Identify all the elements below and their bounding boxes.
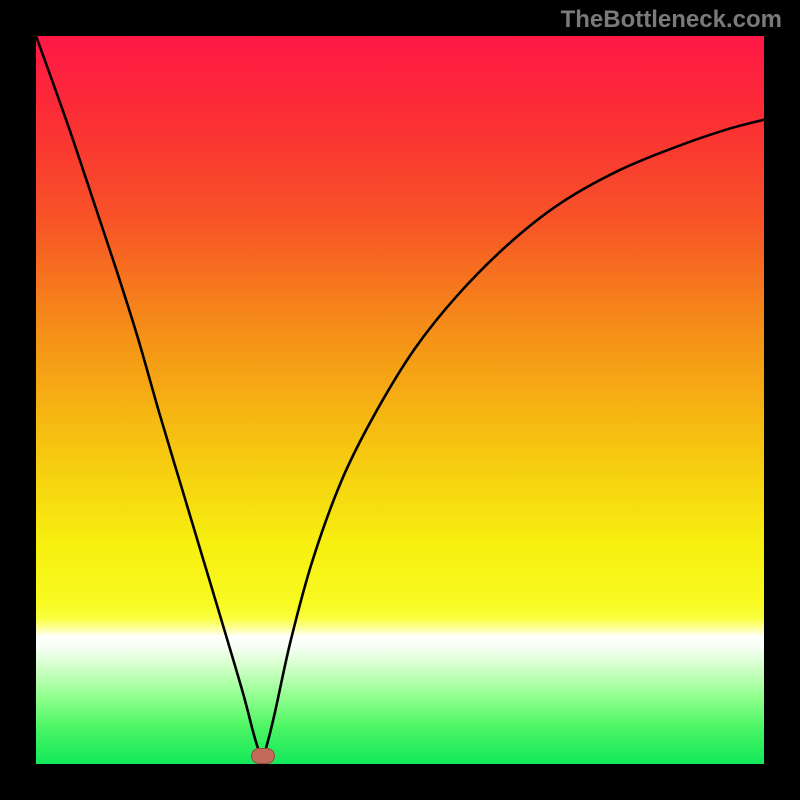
plot-area — [36, 36, 764, 764]
watermark-text: TheBottleneck.com — [561, 6, 782, 34]
chart-stage: TheBottleneck.com — [0, 0, 800, 800]
bottleneck-marker — [251, 748, 275, 764]
bottom-green-band — [36, 629, 764, 764]
